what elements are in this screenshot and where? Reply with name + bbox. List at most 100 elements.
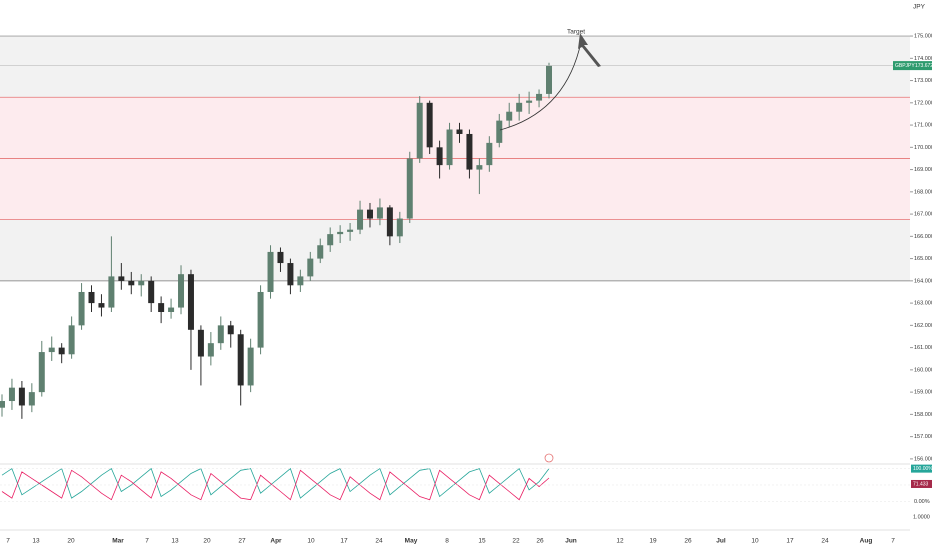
- y-tick-label: 173.000: [914, 78, 932, 84]
- candle-body: [158, 303, 165, 313]
- candle-body: [78, 291, 85, 326]
- candle-body: [446, 129, 453, 166]
- x-tick-label: May: [405, 538, 418, 545]
- x-tick-label: 27: [238, 538, 246, 545]
- y-tick-label: 174.000: [914, 56, 932, 62]
- candle-body: [168, 307, 175, 313]
- candle-body: [486, 142, 493, 166]
- candle-body: [128, 280, 135, 286]
- x-tick-label: 22: [512, 538, 520, 545]
- y-tick-label: 169.000: [914, 167, 932, 173]
- candle-body: [376, 207, 383, 219]
- x-tick-label: 24: [375, 538, 383, 545]
- candle-body: [307, 258, 314, 277]
- x-tick-label: 26: [684, 538, 692, 545]
- y-tick-label: 164.000: [914, 278, 932, 284]
- candle-body: [426, 102, 433, 148]
- y-tick-label: 158.000: [914, 412, 932, 418]
- y-tick-label: 156.000: [914, 456, 932, 462]
- y-tick-label: 157.000: [914, 434, 932, 440]
- candle-body: [456, 129, 463, 134]
- candle-body: [277, 251, 284, 264]
- x-tick-label: 7: [6, 538, 10, 545]
- candle-body: [118, 276, 125, 281]
- candle-body: [0, 401, 5, 408]
- y-tick-label: 161.000: [914, 345, 932, 351]
- last-price-label: 173.672: [915, 63, 932, 69]
- candle-body: [38, 352, 45, 393]
- osc-k-value: 100.00%: [913, 466, 932, 472]
- y-tick-label: 162.000: [914, 323, 932, 329]
- x-tick-label: Aug: [860, 538, 873, 545]
- x-tick-label: Jul: [716, 538, 726, 545]
- x-tick-label: 20: [67, 538, 75, 545]
- osc-k-box: [911, 464, 932, 473]
- candle-body: [197, 329, 204, 357]
- y-tick-label: 166.000: [914, 234, 932, 240]
- candle-body: [98, 303, 105, 308]
- osc-extra-label: 1.0000: [913, 514, 930, 520]
- candle-body: [48, 347, 55, 353]
- projection-curve: [499, 41, 582, 131]
- x-tick-label: Jun: [565, 538, 577, 545]
- target-label: Target: [567, 29, 585, 36]
- event-icon[interactable]: [544, 453, 554, 463]
- candle-body: [536, 93, 543, 101]
- x-tick-label: 24: [821, 538, 829, 545]
- candle-body: [546, 65, 552, 94]
- candle-body: [317, 245, 324, 259]
- candle-body: [406, 158, 413, 219]
- x-tick-label: 10: [307, 538, 315, 545]
- x-tick-label: Apr: [270, 538, 282, 545]
- candle-body: [237, 334, 244, 386]
- y-tick-label: 163.000: [914, 301, 932, 307]
- candle-body: [526, 100, 533, 103]
- candle-body: [227, 325, 234, 335]
- zone: [0, 219, 910, 281]
- candle-body: [506, 111, 513, 121]
- candle-body: [187, 274, 194, 330]
- candle-body: [178, 274, 185, 308]
- x-tick-label: 20: [203, 538, 211, 545]
- y-tick-label: 172.000: [914, 100, 932, 106]
- candle-body: [476, 165, 483, 170]
- x-tick-label: 12: [616, 538, 624, 545]
- candle-body: [267, 251, 274, 292]
- candle-body: [396, 218, 403, 237]
- oscillator-line: [1, 467, 550, 499]
- candle-body: [257, 291, 264, 348]
- candle-body: [8, 387, 15, 402]
- candle-body: [416, 102, 423, 159]
- x-tick-label: 8: [445, 538, 449, 545]
- x-tick-label: 15: [478, 538, 486, 545]
- y-tick-label: 165.000: [914, 256, 932, 262]
- candle-body: [207, 343, 214, 357]
- candle-body: [28, 392, 35, 406]
- candle-body: [297, 276, 304, 286]
- candle-body: [366, 209, 373, 219]
- candle-body: [357, 209, 364, 230]
- candle-body: [138, 280, 145, 286]
- candle-body: [88, 291, 95, 304]
- candle-body: [58, 347, 65, 355]
- x-tick-label: Mar: [112, 538, 124, 545]
- y-tick-label: 160.000: [914, 367, 932, 373]
- osc-d-box: [911, 479, 932, 488]
- candle-body: [108, 276, 115, 308]
- candle-body: [247, 347, 254, 386]
- candle-body: [68, 325, 75, 355]
- candle-body: [496, 120, 503, 143]
- candle-body: [516, 102, 523, 112]
- zone: [0, 36, 910, 98]
- y-tick-label: 175.000: [914, 34, 932, 40]
- y-tick-label: 171.000: [914, 123, 932, 129]
- x-tick-label: 17: [340, 538, 348, 545]
- osc-tick-label: 0.00%: [914, 499, 930, 505]
- y-tick-label: 167.000: [914, 212, 932, 218]
- candle-body: [327, 234, 334, 246]
- candle-body: [337, 231, 344, 235]
- symbol-label: GBPJPY: [895, 63, 915, 69]
- currency-label: JPY: [913, 4, 926, 11]
- candle-body: [18, 387, 25, 406]
